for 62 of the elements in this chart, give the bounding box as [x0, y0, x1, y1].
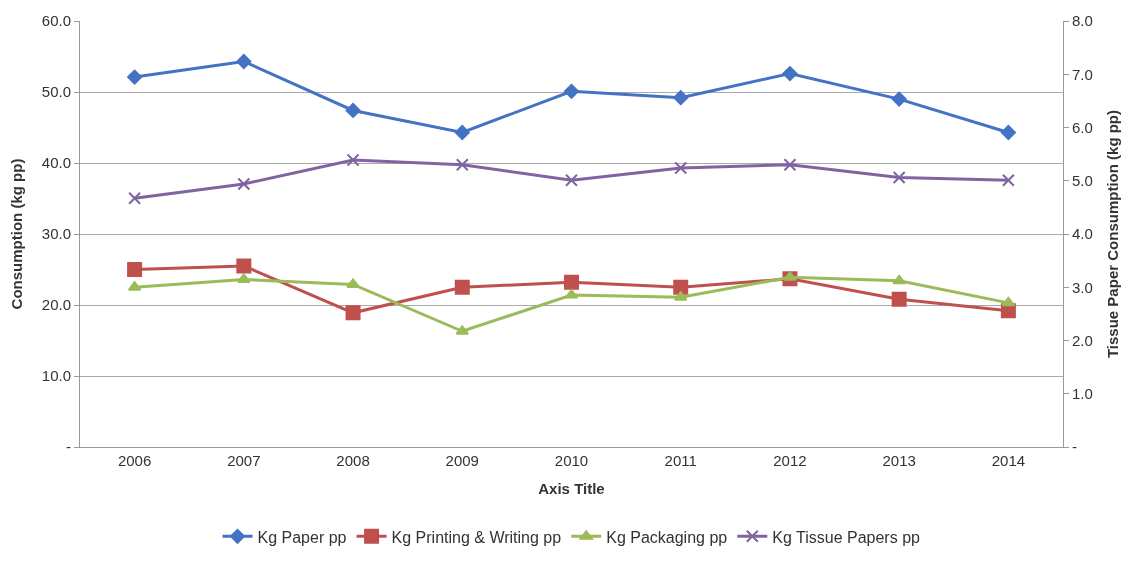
point: [455, 158, 469, 172]
point: [674, 161, 688, 175]
point: [673, 90, 689, 106]
x-tick-label: 2010: [554, 452, 589, 469]
legend-label: Kg Tissue Papers pp: [772, 528, 921, 546]
point: [891, 91, 907, 107]
y2-tick-label: 1.0: [1072, 385, 1093, 402]
x-axis-title: Axis Title: [538, 480, 605, 497]
point: [1001, 296, 1016, 307]
y-tick-label: 10.0: [41, 367, 71, 385]
point: [346, 278, 360, 288]
x-tick-label: 2009: [445, 452, 479, 469]
point: [892, 274, 906, 285]
point: [564, 83, 579, 99]
point: [345, 102, 361, 118]
point: [1001, 173, 1015, 187]
legend-label: Kg Packaging pp: [606, 528, 728, 546]
point: [673, 279, 689, 295]
legend-label: Kg Printing & Writing pp: [391, 528, 562, 546]
point: [236, 258, 252, 274]
point: [236, 53, 252, 69]
point: [346, 153, 360, 167]
point: [564, 274, 579, 290]
y2-tick-label: 3.0: [1072, 278, 1093, 296]
y-tick-label: 20.0: [41, 296, 71, 314]
y2-tick-label: 6.0: [1072, 118, 1093, 136]
x-tick-label: 2013: [882, 452, 916, 469]
point: [345, 305, 361, 321]
point: [1000, 124, 1016, 140]
point: [128, 191, 142, 205]
point: [454, 124, 470, 140]
point: [565, 173, 578, 187]
point: [237, 177, 251, 191]
y2-tick-label: 7.0: [1072, 65, 1093, 83]
point: [892, 171, 906, 185]
x-tick-label: 2011: [664, 452, 697, 469]
y2-tick-label: 5.0: [1072, 172, 1093, 189]
point: [783, 158, 797, 172]
y-tick-label: 50.0: [41, 83, 71, 101]
point: [454, 279, 470, 295]
y-tick-label: 40.0: [41, 154, 71, 172]
y2-tick-label: -: [1072, 438, 1077, 456]
y2-axis-title: Tissue Paper Consumption (kg pp): [1103, 109, 1121, 359]
x-tick-label: 2008: [336, 452, 370, 469]
point: [783, 271, 797, 281]
point: [127, 69, 143, 85]
point: [237, 273, 251, 283]
y-tick-label: 30.0: [41, 225, 71, 243]
x-tick-label: 2007: [227, 452, 261, 469]
y2-tick-label: 2.0: [1072, 331, 1093, 349]
y-tick-label: 60.0: [41, 12, 71, 30]
x-tick-label: 2006: [117, 452, 152, 469]
y2-tick-label: 8.0: [1072, 12, 1093, 30]
point: [782, 66, 798, 82]
y-tick-label: -: [66, 438, 71, 456]
x-tick-label: 2012: [773, 452, 807, 469]
point: [127, 262, 143, 277]
y2-tick-label: 4.0: [1072, 225, 1093, 243]
point: [891, 291, 907, 307]
y-axis-title: Consumption (kg pp): [8, 158, 26, 310]
x-tick-label: 2014: [991, 452, 1026, 469]
legend-label: Kg Paper pp: [257, 528, 347, 546]
